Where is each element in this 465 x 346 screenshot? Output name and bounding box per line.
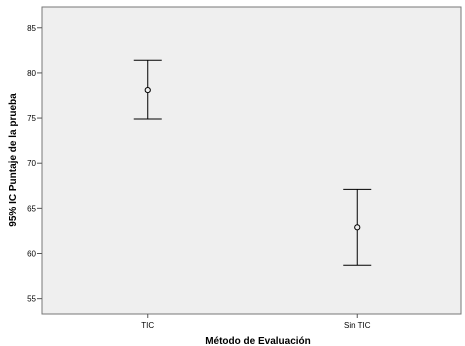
y-axis-title: 95% IC Puntaje de la prueba	[8, 93, 19, 227]
x-tick-label: TIC	[141, 321, 154, 330]
y-tick-label: 60	[27, 250, 36, 259]
mean-marker	[144, 86, 151, 94]
x-axis-ticks: TIC Sin TIC	[141, 314, 371, 330]
mean-marker	[354, 224, 361, 231]
y-tick-label: 75	[27, 114, 36, 123]
y-tick-label: 80	[27, 69, 36, 78]
x-axis-title: Método de Evaluación	[205, 336, 311, 346]
error-bars	[133, 59, 372, 266]
y-tick-label: 65	[27, 204, 36, 213]
plot-area	[41, 6, 462, 315]
x-tick-label: Sin TIC	[344, 321, 371, 330]
y-tick-label: 85	[27, 24, 36, 33]
y-tick-label: 70	[27, 159, 36, 168]
y-axis-ticks: 55 60 65 70 75 80 85	[27, 24, 42, 304]
y-tick-label: 55	[27, 295, 36, 304]
